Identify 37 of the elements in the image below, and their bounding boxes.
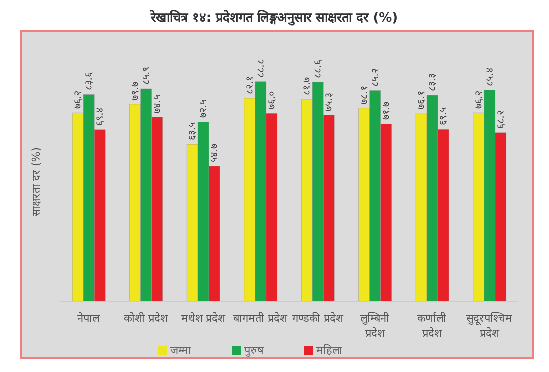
data-label: ५४.७ (210, 144, 221, 162)
data-label: ७६.१ (416, 91, 428, 110)
data-label: ८८.६ (313, 60, 324, 78)
data-label: ८५.२ (370, 68, 382, 87)
x-tick-label: मधेश प्रदेश (181, 312, 226, 325)
x-tick-label: गण्डकी प्रदेश (292, 312, 344, 325)
data-label: ८३.६ (84, 72, 96, 91)
data-label: ७५.३ (324, 93, 336, 112)
x-tick-label: लुम्बिनी प्रदेश (360, 312, 390, 340)
data-label: ६३.५ (188, 122, 199, 141)
legend-label: महिला (316, 344, 342, 357)
data-label: ८१.७ (302, 77, 314, 96)
data-label: ७८.१ (359, 86, 370, 104)
data-label: ७६.० (266, 91, 278, 110)
chart-title: रेखाचित्र १४: प्रदेशगत लिङ्गअनुसार साक्षरता दर (%) (149, 9, 400, 26)
data-label: ७९.७ (130, 82, 142, 100)
data-label: ८५.९ (141, 66, 152, 86)
data-label: ८२.१ (244, 76, 256, 94)
data-label: ८५.४ (484, 68, 496, 86)
data-label: ७६.२ (73, 90, 84, 110)
x-tick-label: बागमती प्रदेश (234, 312, 288, 325)
x-tick-label: कर्णाली प्रदेश (418, 312, 447, 340)
data-label: ७६.२ (474, 90, 485, 110)
data-label: ८३.३ (428, 73, 439, 92)
data-label: ७४.५ (152, 95, 164, 114)
data-label: ६९.५ (438, 108, 450, 126)
data-label: ६८.२ (496, 110, 507, 129)
y-axis-title: साक्षरता दर (%) (30, 147, 43, 217)
data-label: ८८.८ (256, 60, 267, 78)
data-label: ७१.७ (381, 102, 392, 120)
x-tick-label: सुदूरपश्चिम प्रदेश (466, 312, 512, 340)
data-label: ६९.४ (95, 108, 106, 126)
x-tick-label: नेपाल (78, 312, 101, 325)
legend-label: पुरुष (244, 344, 264, 357)
data-label: ७२.५ (198, 100, 210, 118)
legend-label: जम्मा (170, 344, 192, 357)
x-tick-label: कोशी प्रदेश (124, 312, 169, 325)
